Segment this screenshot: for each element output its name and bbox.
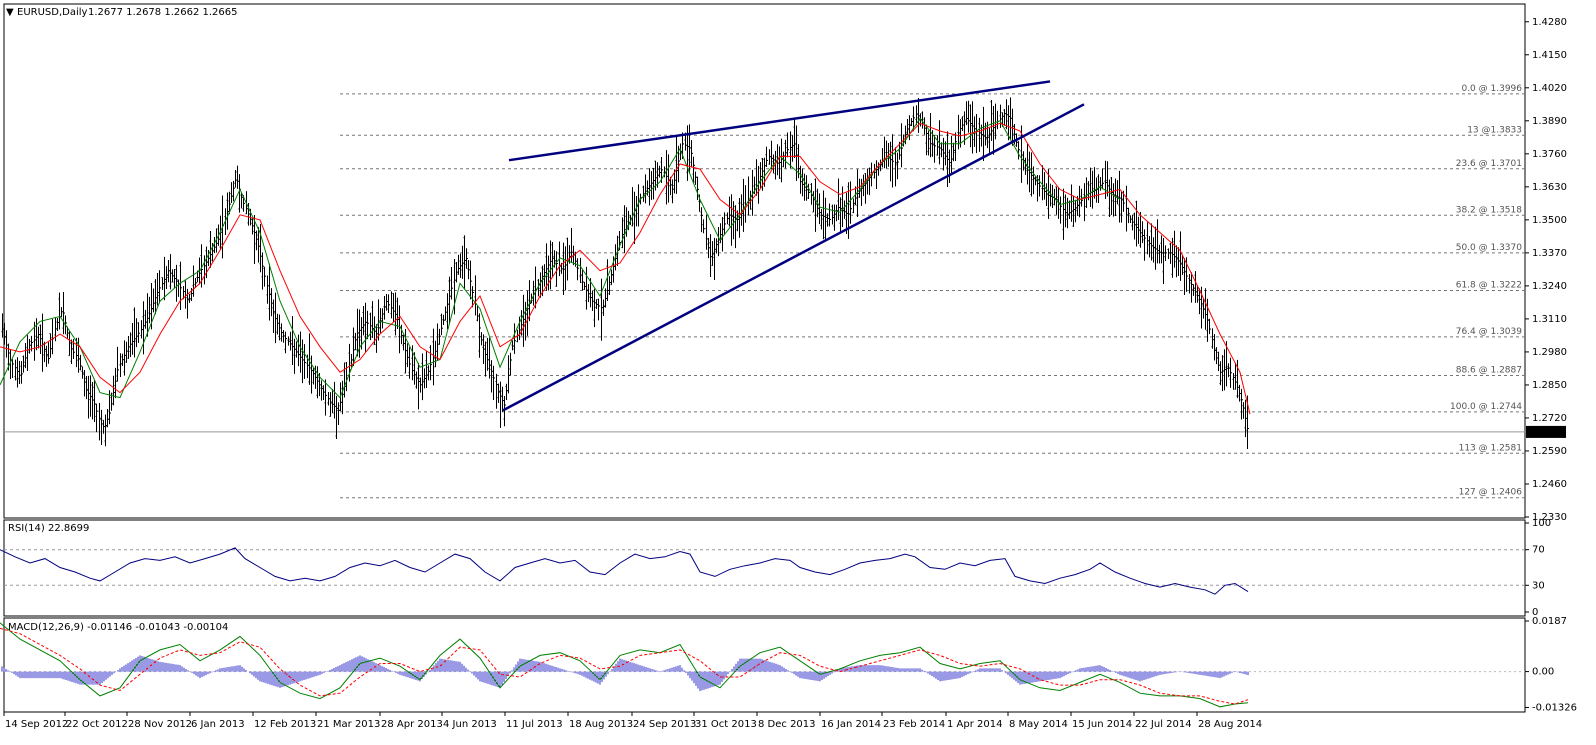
price-tick-label: 1.3760 bbox=[1532, 149, 1567, 160]
fib-level-label: 38.2 @ 1.3518 bbox=[1456, 205, 1523, 215]
price-tick-label: 1.2720 bbox=[1532, 413, 1567, 424]
price-tick-label: 1.2850 bbox=[1532, 380, 1567, 391]
price-tick-label: 1.4280 bbox=[1532, 17, 1567, 28]
time-tick-label: 6 Jan 2013 bbox=[191, 719, 245, 730]
ohlc-bars bbox=[1, 97, 1249, 450]
time-tick-label: 28 Apr 2013 bbox=[381, 719, 443, 730]
price-series bbox=[0, 80, 1251, 450]
price-tick-label: 1.2330 bbox=[1532, 512, 1567, 523]
ohlc-values: 1.2677 1.2678 1.2662 1.2665 bbox=[88, 7, 238, 18]
symbol-label: EURUSD,Daily bbox=[17, 7, 88, 18]
fib-level-label: 23.6 @ 1.3701 bbox=[1456, 159, 1522, 169]
time-tick-label: 28 Nov 2012 bbox=[128, 719, 192, 730]
fib-level-label: 61.8 @ 1.3222 bbox=[1456, 280, 1522, 290]
macd-main-line bbox=[0, 622, 1249, 708]
price-tick-label: 1.3890 bbox=[1532, 116, 1567, 127]
time-tick-label: 24 Sep 2013 bbox=[633, 719, 696, 730]
main-panel-frame bbox=[3, 3, 1526, 519]
price-tick-label: 1.3370 bbox=[1532, 248, 1567, 259]
slow-moving-average-line bbox=[0, 122, 1251, 415]
fib-level-label: 88.6 @ 1.2887 bbox=[1456, 366, 1522, 376]
price-tick-label: 1.4020 bbox=[1532, 83, 1567, 94]
macd-indicator: 0.0187 0.00 -0.01326 bbox=[0, 616, 1577, 713]
time-tick-label: 12 Feb 2013 bbox=[254, 719, 316, 730]
time-tick-label: 1 Apr 2014 bbox=[947, 719, 1002, 730]
price-axis: 1.4280 1.4150 1.4020 1.3890 1.3760 1.3630 1.35… bbox=[1525, 17, 1567, 523]
trend-line bbox=[508, 80, 1051, 162]
price-tick-label: 1.3240 bbox=[1532, 281, 1567, 292]
time-tick-label: 18 Aug 2013 bbox=[569, 719, 633, 730]
time-tick-label: 15 Jun 2014 bbox=[1072, 719, 1132, 730]
fib-level-label: 100.0 @ 1.2744 bbox=[1450, 402, 1522, 412]
macd-label: MACD(12,26,9) -0.01146 -0.01043 -0.00104 bbox=[8, 622, 228, 633]
time-tick-label: 31 Oct 2013 bbox=[695, 719, 757, 730]
time-tick-label: 16 Jan 2014 bbox=[821, 719, 881, 730]
time-tick-label: 11 Jul 2013 bbox=[506, 719, 563, 730]
price-tick-label: 1.2980 bbox=[1532, 347, 1567, 358]
time-tick-label: 14 Sep 2012 bbox=[5, 719, 68, 730]
macd-tick-label: -0.01326 bbox=[1532, 702, 1577, 713]
rsi-tick-label: 100 bbox=[1532, 518, 1551, 529]
time-tick-label: 21 Mar 2013 bbox=[317, 719, 380, 730]
rsi-panel-frame bbox=[3, 519, 1526, 617]
fibonacci-levels: 0.0 @ 1.3996 13 @1.3833 23.6 @ 1.3701 38.2 … bbox=[4, 84, 1525, 499]
price-tick-label: 1.3500 bbox=[1532, 215, 1567, 226]
fib-level-label: 76.4 @ 1.3039 bbox=[1456, 327, 1523, 337]
fib-level-label: 13 @1.3833 bbox=[1467, 125, 1522, 135]
time-tick-label: 22 Jul 2014 bbox=[1135, 719, 1192, 730]
trend-line bbox=[502, 103, 1085, 412]
fib-level-label: 0.0 @ 1.3996 bbox=[1461, 84, 1522, 94]
time-tick-label: 22 Oct 2012 bbox=[66, 719, 128, 730]
fib-level-label: 113 @ 1.2581 bbox=[1459, 443, 1522, 453]
time-tick-label: 8 May 2014 bbox=[1009, 719, 1068, 730]
price-tick-label: 1.4150 bbox=[1532, 50, 1567, 61]
price-tick-label: 1.2590 bbox=[1532, 446, 1567, 457]
header-dropdown-icon[interactable]: ▼ bbox=[6, 7, 14, 18]
price-tick-label: 1.3630 bbox=[1532, 182, 1567, 193]
time-tick-label: 23 Feb 2014 bbox=[883, 719, 945, 730]
fib-level-label: 127 @ 1.2406 bbox=[1459, 488, 1523, 498]
price-tick-label: 1.3110 bbox=[1532, 314, 1567, 325]
current-price-label: 1.2665 bbox=[1532, 427, 1567, 438]
rsi-tick-label: 70 bbox=[1532, 545, 1545, 556]
macd-signal-line bbox=[0, 627, 1249, 705]
rsi-indicator: 100 70 30 0 bbox=[0, 518, 1551, 618]
rsi-tick-label: 30 bbox=[1532, 580, 1545, 591]
time-tick-label: 4 Jun 2013 bbox=[443, 719, 497, 730]
macd-tick-label: 0.0187 bbox=[1532, 616, 1567, 627]
fib-level-label: 50.0 @ 1.3370 bbox=[1456, 243, 1523, 253]
price-tick-label: 1.2460 bbox=[1532, 479, 1567, 490]
rsi-label: RSI(14) 22.8699 bbox=[8, 523, 89, 534]
current-price-box bbox=[1526, 425, 1566, 438]
fast-moving-average-line bbox=[0, 117, 1121, 399]
rsi-tick-label: 0 bbox=[1532, 607, 1538, 618]
time-tick-label: 28 Aug 2014 bbox=[1198, 719, 1262, 730]
macd-tick-label: 0.00 bbox=[1532, 667, 1554, 678]
rsi-line bbox=[0, 547, 1249, 595]
time-tick-label: 8 Dec 2013 bbox=[758, 719, 816, 730]
